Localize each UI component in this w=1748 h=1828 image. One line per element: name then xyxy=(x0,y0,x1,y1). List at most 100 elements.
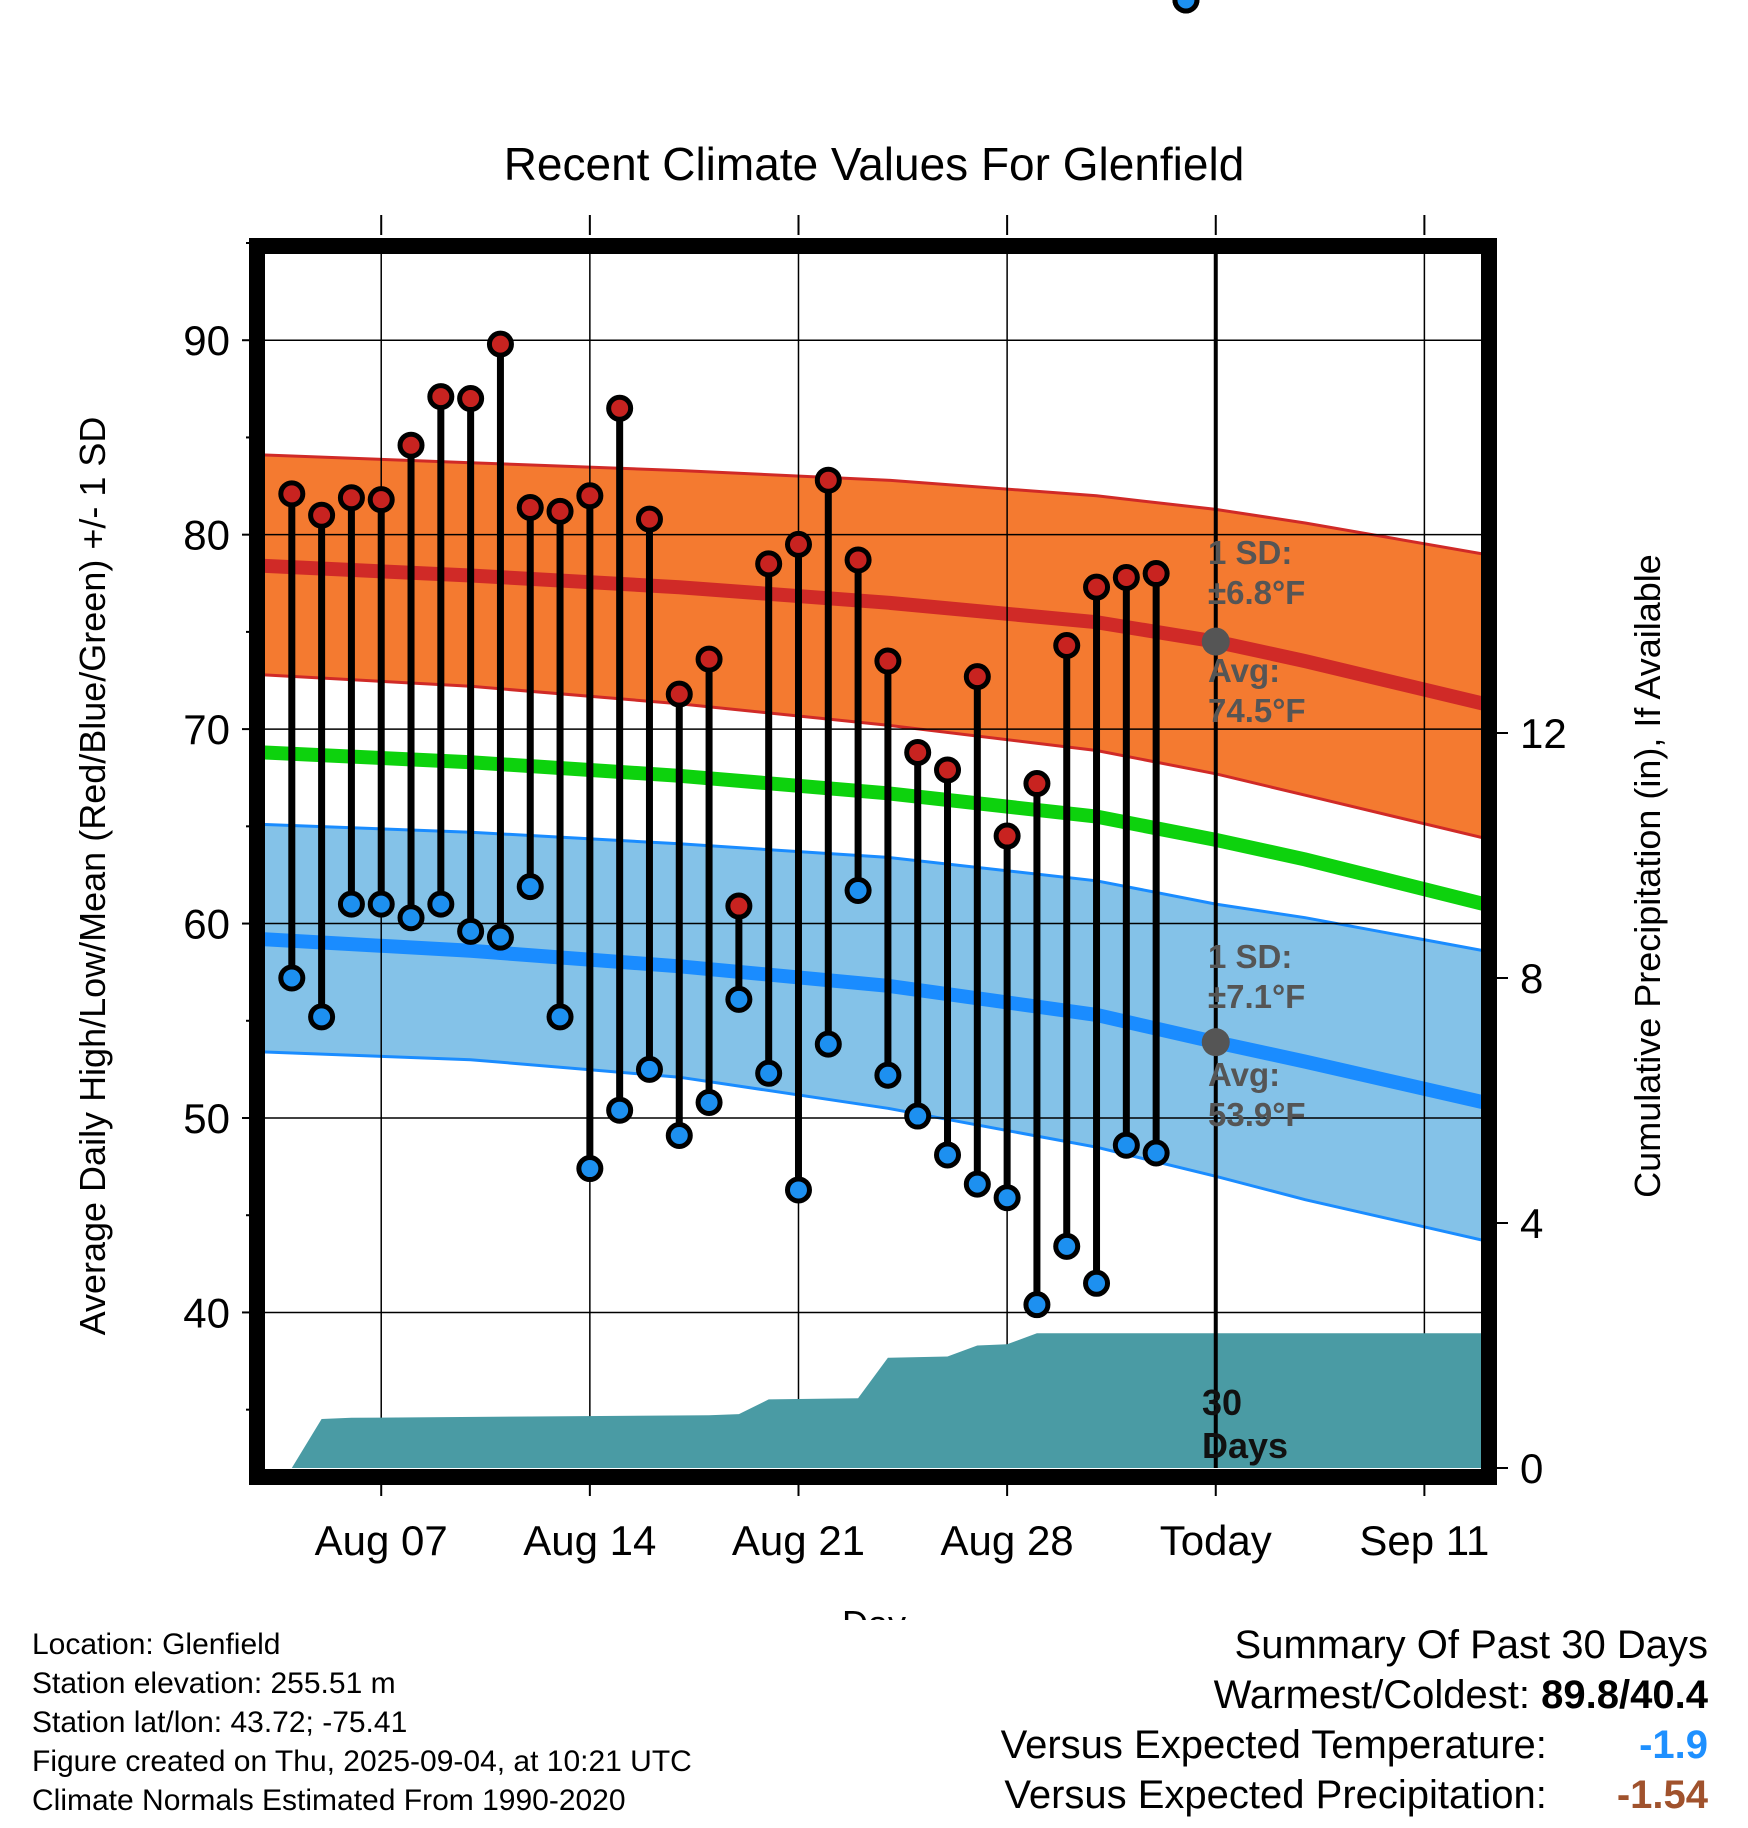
climate-chart: Recent Climate Values For Glenfield 1 SD… xyxy=(72,0,1668,1620)
high-avg-label: Avg: xyxy=(1208,652,1280,689)
today-layer xyxy=(1201,243,1230,1468)
daily-low-point xyxy=(1112,1131,1140,1159)
y-tick-label: 60 xyxy=(183,901,230,948)
low-sd-band xyxy=(262,824,1484,1241)
y-axis-label: Average Daily High/Low/Mean (Red/Blue/Gr… xyxy=(72,417,113,1336)
x-axis-label: Day xyxy=(842,1603,906,1620)
daily-low-point xyxy=(606,1096,634,1124)
temp-label: Versus Expected Temperature: xyxy=(1000,1723,1547,1767)
daily-high-point xyxy=(337,484,365,512)
days-label-word: Days xyxy=(1202,1425,1288,1466)
daily-high-point xyxy=(367,486,395,514)
y2-tick-label: 8 xyxy=(1520,955,1543,1002)
daily-low-point xyxy=(516,873,544,901)
y-tick-label: 70 xyxy=(183,706,230,753)
daily-high-point xyxy=(278,480,306,508)
daily-high-point xyxy=(427,383,455,411)
annotations-layer: 1 SD: ±6.8°F Avg: 74.5°F 1 SD: ±7.1°F Av… xyxy=(1202,534,1306,1466)
daily-low-point xyxy=(427,890,455,918)
normal-high-line xyxy=(262,558,1484,711)
created-text: Figure created on Thu, 2025-09-04, at 10… xyxy=(32,1745,692,1778)
daily-low-point xyxy=(397,904,425,932)
daily-low-point xyxy=(1053,1232,1081,1260)
daily-low-point xyxy=(1023,1291,1051,1319)
summary-precip-row: Versus Expected Precipitation: -1.54 xyxy=(1001,1770,1708,1820)
warmest-value: 89.8 xyxy=(1541,1673,1620,1717)
days-label-number: 30 xyxy=(1202,1382,1242,1423)
summary-temp-row: Versus Expected Temperature: -1.9 xyxy=(1001,1720,1708,1770)
daily-high-point xyxy=(784,530,812,558)
daily-low-point xyxy=(1142,1139,1170,1167)
daily-high-point xyxy=(755,550,783,578)
precip-label: Versus Expected Precipitation: xyxy=(1004,1773,1547,1817)
warm-value: 89.8/40.4 xyxy=(1541,1670,1708,1720)
normal-low-line xyxy=(262,932,1484,1110)
daily-low-point xyxy=(367,890,395,918)
y2-tick-label: 0 xyxy=(1520,1445,1543,1492)
y-tick-label: 90 xyxy=(183,317,230,364)
daily-high-point xyxy=(397,431,425,459)
daily-low-point xyxy=(457,917,485,945)
daily-low-point xyxy=(546,1003,574,1031)
daily-low-point xyxy=(814,1030,842,1058)
daily-high-point xyxy=(725,892,753,920)
daily-high-point xyxy=(486,330,514,358)
daily-high-point xyxy=(606,394,634,422)
plot-frame xyxy=(249,238,1497,1485)
daily-high-point xyxy=(844,546,872,574)
daily-high-point xyxy=(457,385,485,413)
elevation-text: Station elevation: 255.51 m xyxy=(32,1667,396,1700)
daily-high-point xyxy=(1142,560,1170,588)
y-tick-label: 80 xyxy=(183,512,230,559)
daily-low-point xyxy=(486,923,514,951)
warm-label: Warmest/Coldest: xyxy=(1213,1673,1531,1717)
summary-panel: Summary Of Past 30 Days Warmest/Coldest:… xyxy=(1001,1620,1708,1820)
summary-heading: Summary Of Past 30 Days xyxy=(1234,1623,1708,1667)
normals-layer xyxy=(262,453,1484,1242)
daily-low-point xyxy=(725,985,753,1013)
daily-low-point xyxy=(874,1061,902,1089)
x-tick-label: Aug 07 xyxy=(315,1517,448,1564)
daily-low-point xyxy=(1172,0,1200,14)
precip-area xyxy=(291,1333,1484,1468)
y-tick-label: 50 xyxy=(183,1095,230,1142)
daily-high-point xyxy=(1112,563,1140,591)
daily-low-point xyxy=(278,964,306,992)
latlon-text: Station lat/lon: 43.72; -75.41 xyxy=(32,1706,408,1739)
today-high-normal-marker xyxy=(1201,627,1230,656)
x-tick-label: Aug 14 xyxy=(523,1517,656,1564)
daily-high-point xyxy=(814,466,842,494)
high-sd-upper-line xyxy=(262,453,1484,556)
daily-high-point xyxy=(665,680,693,708)
daily-high-point xyxy=(516,493,544,521)
x-tick-label: Today xyxy=(1160,1517,1272,1564)
precip-layer xyxy=(291,1333,1484,1468)
low-sd-lower-line xyxy=(262,1050,1484,1242)
axes-layer: 40 50 60 70 80 90 0 4 8 12 Aug 07 Aug 14 Aug 21 Aug 2… xyxy=(183,215,1567,1564)
daily-high-point xyxy=(993,822,1021,850)
warm-separator: / xyxy=(1619,1673,1631,1717)
normal-mean-line xyxy=(262,745,1484,911)
daily-low-point xyxy=(1083,1269,1111,1297)
daily-low-point xyxy=(337,890,365,918)
high-sd-lower-line xyxy=(262,673,1484,840)
summary-warm-row: Warmest/Coldest: 89.8/40.4 xyxy=(1001,1670,1708,1720)
coldest-value: 40.4 xyxy=(1630,1673,1708,1717)
daily-high-point xyxy=(1023,770,1051,798)
low-sd-label: 1 SD: xyxy=(1208,938,1292,975)
daily-low-point xyxy=(576,1155,604,1183)
daily-high-point xyxy=(546,497,574,525)
daily-low-point xyxy=(784,1176,812,1204)
daily-high-point xyxy=(635,505,663,533)
x-tick-label: Aug 21 xyxy=(732,1517,865,1564)
daily-stems-layer xyxy=(278,0,1200,1319)
high-sd-value: ±6.8°F xyxy=(1208,574,1305,611)
daily-low-point xyxy=(844,877,872,904)
daily-high-point xyxy=(934,756,962,784)
daily-low-point xyxy=(665,1122,693,1149)
daily-low-point xyxy=(635,1055,663,1083)
daily-high-point xyxy=(874,647,902,675)
temp-value: -1.9 xyxy=(1639,1723,1708,1767)
daily-high-point xyxy=(963,663,991,691)
daily-high-point xyxy=(695,645,723,673)
